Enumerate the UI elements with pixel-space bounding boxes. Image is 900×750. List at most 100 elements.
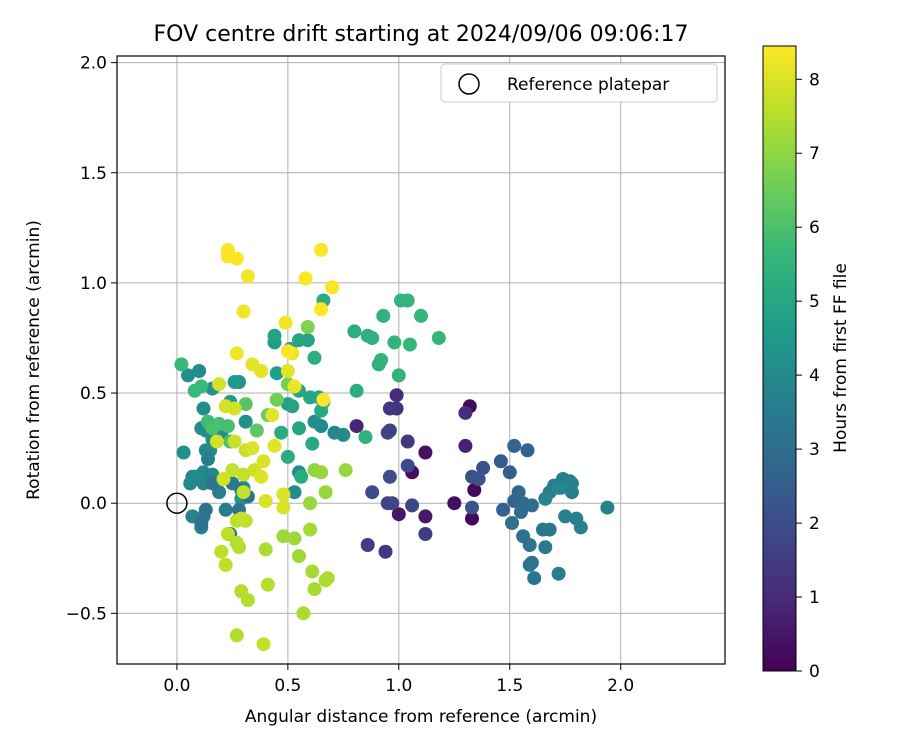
data-point	[229, 628, 244, 643]
data-point	[236, 304, 251, 319]
data-point	[218, 502, 233, 517]
y-tick-label: 2.0	[80, 54, 107, 74]
x-tick-label: 2.0	[607, 676, 634, 696]
data-point	[360, 538, 375, 552]
data-point	[278, 315, 293, 330]
data-point	[212, 377, 227, 392]
data-point	[265, 408, 280, 423]
data-point	[303, 522, 318, 537]
colorbar-tick-label: 6	[809, 218, 820, 238]
data-point	[260, 577, 275, 592]
data-point	[447, 496, 462, 511]
data-point	[240, 593, 255, 608]
legend-box	[440, 63, 718, 103]
data-point	[465, 511, 479, 526]
data-point	[276, 500, 291, 515]
data-point	[300, 320, 315, 334]
data-point	[418, 445, 433, 460]
data-point	[496, 502, 511, 517]
data-point	[216, 472, 231, 486]
data-point	[227, 375, 242, 389]
data-point	[387, 335, 402, 350]
colorbar: 0 1 2 3 4 5 6 7 8 Hours from first FF file	[762, 45, 851, 682]
data-point	[305, 564, 320, 579]
colorbar-tick-label: 8	[809, 70, 820, 90]
data-point	[318, 485, 333, 500]
data-point	[542, 522, 557, 537]
y-tick-label: 1.5	[80, 164, 107, 184]
data-point	[285, 399, 300, 414]
data-point	[600, 500, 615, 515]
data-point	[287, 485, 302, 500]
data-point	[185, 469, 200, 484]
colorbar-tick-label: 0	[809, 662, 820, 682]
x-axis-ticks: 0.0 0.5 1.0 1.5 2.0	[163, 664, 634, 696]
data-point	[236, 467, 251, 482]
data-point	[305, 436, 320, 451]
data-point	[225, 463, 240, 478]
data-point	[256, 454, 271, 469]
data-point	[374, 353, 389, 367]
data-point	[347, 324, 362, 339]
data-point	[338, 463, 353, 478]
data-point	[280, 364, 295, 378]
data-point	[292, 421, 306, 436]
colorbar-tick-label: 3	[809, 440, 820, 460]
data-point	[505, 516, 519, 530]
data-point	[238, 414, 253, 429]
data-point	[314, 242, 329, 257]
data-point	[258, 494, 273, 508]
data-point	[538, 540, 553, 555]
data-point	[240, 269, 255, 284]
data-point	[314, 465, 329, 480]
data-point	[294, 469, 309, 484]
grid-lines	[117, 56, 725, 664]
data-points	[174, 242, 615, 652]
data-point	[385, 496, 400, 511]
data-point	[238, 397, 253, 412]
data-point	[476, 460, 491, 475]
data-point	[522, 538, 537, 552]
data-point	[269, 366, 284, 381]
data-point	[320, 571, 335, 586]
data-point	[267, 438, 282, 453]
x-tick-label: 0.0	[163, 676, 190, 696]
data-point	[245, 357, 260, 372]
colorbar-tick-label: 2	[809, 514, 820, 534]
data-point	[391, 368, 406, 383]
data-point	[236, 485, 251, 500]
data-point	[194, 379, 209, 394]
data-point	[229, 346, 244, 361]
data-point	[220, 527, 235, 541]
data-point	[220, 242, 235, 257]
data-point	[471, 472, 486, 486]
data-point	[538, 491, 553, 506]
y-axis-label: Rotation from reference (arcmin)	[24, 220, 44, 500]
data-point	[254, 469, 269, 484]
chart-title: FOV centre drift starting at 2024/09/06 …	[154, 22, 689, 47]
data-point	[298, 271, 313, 286]
data-point	[201, 452, 215, 467]
legend-marker	[458, 73, 480, 95]
data-point	[507, 438, 522, 453]
y-tick-label: 0.0	[80, 494, 107, 514]
data-point	[214, 544, 229, 559]
data-point	[316, 392, 331, 407]
data-point	[196, 401, 211, 416]
data-point	[245, 441, 260, 456]
data-point	[234, 511, 249, 526]
data-point	[276, 529, 291, 544]
data-point	[314, 302, 329, 317]
data-point	[551, 480, 566, 495]
data-point	[391, 507, 406, 522]
data-point	[564, 476, 579, 491]
data-point	[389, 388, 404, 403]
data-point	[402, 337, 417, 352]
data-point	[573, 520, 588, 535]
plot-frame	[116, 55, 726, 665]
y-tick-label: 1.0	[80, 274, 107, 294]
legend: Reference platepar	[440, 63, 718, 103]
data-point	[269, 392, 284, 407]
data-point	[520, 443, 535, 458]
